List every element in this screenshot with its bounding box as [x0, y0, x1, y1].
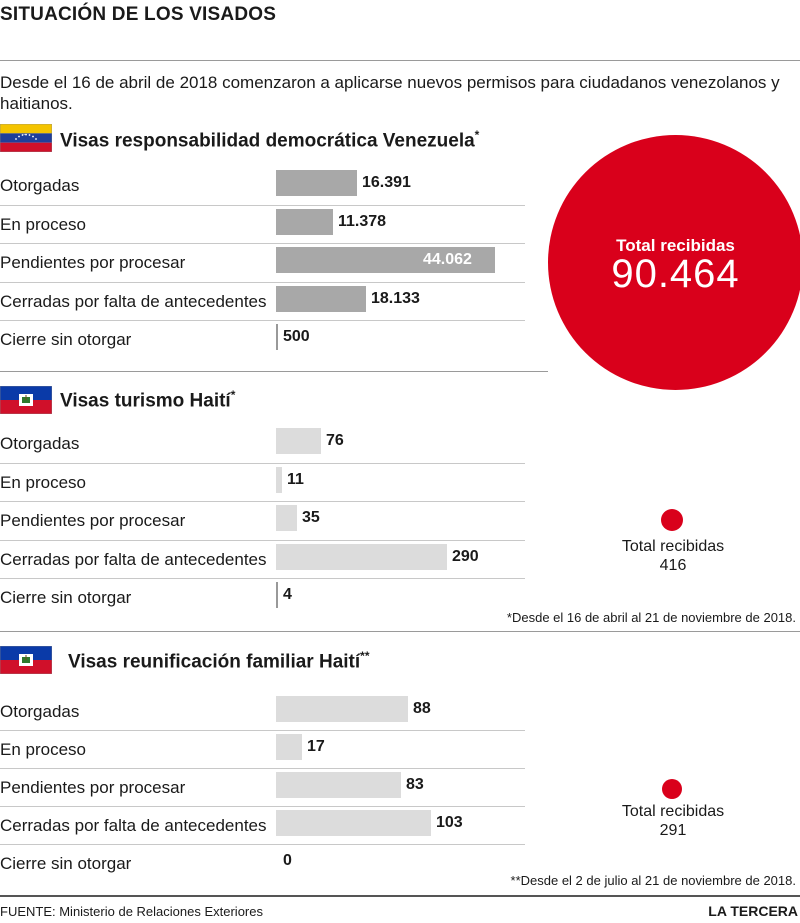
bar — [276, 582, 278, 608]
brand-logo: LA TERCERA — [708, 903, 798, 919]
haiti-family-total-value: 291 — [659, 822, 687, 839]
bar — [276, 810, 431, 836]
bar-value-label: 88 — [413, 700, 431, 717]
category-label: Otorgadas — [0, 702, 80, 721]
row-separator — [0, 281, 525, 283]
row-separator — [0, 539, 525, 541]
bar-value-label: 4 — [283, 586, 292, 603]
bar-value-label: 35 — [302, 509, 320, 526]
bar — [276, 285, 366, 312]
haiti-family-total-dot — [662, 779, 682, 799]
bar — [276, 696, 408, 722]
row-separator — [0, 806, 525, 807]
category-label: Cerradas por falta de antecedentes — [0, 291, 267, 311]
venezuela-flag-icon — [0, 124, 52, 152]
bar — [276, 543, 447, 570]
row-separator — [0, 204, 525, 206]
bar — [276, 324, 278, 350]
footer-divider — [0, 895, 800, 897]
haiti-tourism-total-label: Total recibidas — [621, 538, 725, 555]
row-separator — [0, 578, 525, 579]
haiti-family-note: **Desde el 2 de julio al 21 de noviembre… — [510, 873, 796, 888]
category-label: En proceso — [0, 214, 86, 234]
category-label: Cierre sin otorgar — [0, 330, 132, 349]
venezuela-chart-title: Visas responsabilidad democrática Venezu… — [60, 128, 480, 152]
section-divider-1 — [0, 371, 548, 372]
intro-text: Desde el 16 de abril de 2018 comenzaron … — [0, 73, 780, 113]
page-title: SITUACIÓN DE LOS VISADOS — [0, 4, 277, 25]
haiti-tourism-total-value: 416 — [659, 557, 687, 574]
haiti-tourism-chart-title: Visas turismo Haití* — [60, 388, 236, 412]
haiti-tourism-total-dot — [661, 509, 683, 531]
bar — [276, 466, 282, 493]
bar — [276, 170, 357, 196]
category-label: Cerradas por falta de antecedentes — [0, 549, 267, 569]
bar-value-label: 11 — [287, 470, 304, 488]
row-separator — [0, 730, 525, 731]
row-separator — [0, 243, 525, 244]
row-separator — [0, 462, 525, 464]
row-separator — [0, 768, 525, 769]
bar-value-label: 76 — [326, 432, 344, 449]
venezuela-total-label: Total recibidas — [616, 236, 735, 255]
venezuela-total-circle — [548, 135, 800, 390]
bar — [276, 505, 297, 531]
haiti-family-total-label: Total recibidas — [621, 803, 725, 820]
bar-value-label: 16.391 — [362, 174, 411, 191]
category-label: Cierre sin otorgar — [0, 854, 132, 873]
haiti-flag-icon — [0, 386, 52, 414]
bar-value-label: 290 — [452, 547, 479, 565]
category-label: Otorgadas — [0, 434, 80, 453]
category-label: Pendientes por procesar — [0, 511, 186, 530]
bar-value-label: 103 — [436, 814, 463, 831]
bar — [276, 734, 302, 760]
section-divider-2 — [0, 631, 800, 632]
haiti-family-chart-title: Visas reunificación familiar Haití** — [68, 649, 370, 673]
category-label: Cerradas por falta de antecedentes — [0, 816, 267, 835]
bar-value-label: 11.378 — [338, 212, 387, 230]
bar — [276, 772, 401, 798]
bar-value-label: 44.062 — [423, 251, 472, 268]
title-divider — [0, 60, 800, 61]
bar-value-label: 500 — [283, 328, 310, 345]
bar — [276, 428, 321, 454]
bar — [276, 247, 495, 273]
category-label: Pendientes por procesar — [0, 778, 186, 797]
bar-value-label: 83 — [406, 776, 424, 793]
haiti-flag-icon — [0, 646, 52, 674]
row-separator — [0, 501, 525, 502]
category-label: Pendientes por procesar — [0, 253, 186, 272]
bar — [276, 208, 333, 235]
row-separator — [0, 844, 525, 845]
category-label: En proceso — [0, 740, 86, 759]
bar-value-label: 17 — [307, 738, 325, 755]
category-label: En proceso — [0, 472, 86, 492]
category-label: Otorgadas — [0, 176, 80, 195]
row-separator — [0, 320, 525, 321]
haiti-tourism-note: *Desde el 16 de abril al 21 de noviembre… — [506, 610, 796, 625]
source-text: FUENTE: Ministerio de Relaciones Exterio… — [0, 904, 263, 919]
bar — [276, 848, 278, 874]
bar-value-label: 18.133 — [371, 289, 420, 307]
category-label: Cierre sin otorgar — [0, 588, 132, 607]
bar-value-label: 0 — [283, 852, 292, 869]
venezuela-total-value: 90.464 — [611, 252, 740, 296]
